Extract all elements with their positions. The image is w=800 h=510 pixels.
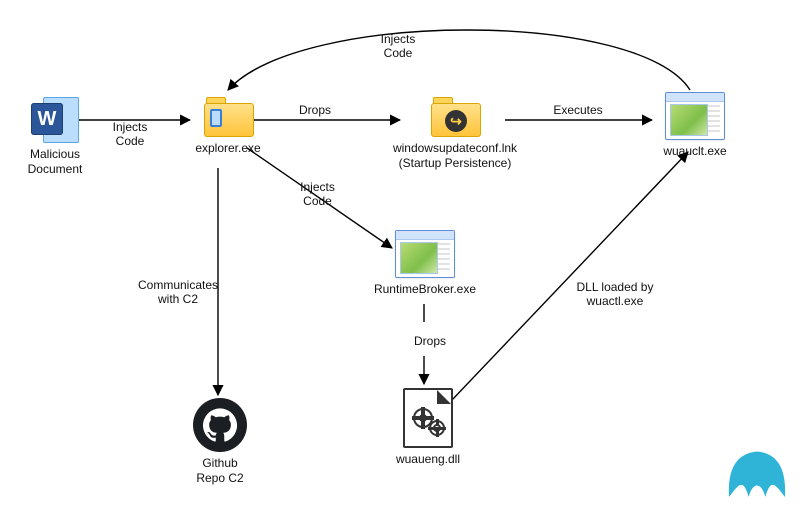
edge-label-explorer-lnk: Drops <box>290 103 340 117</box>
edge-wuauclt-explorer <box>228 30 690 90</box>
process-window-icon <box>665 92 725 140</box>
label-runtimebroker: RuntimeBroker.exe <box>365 282 485 297</box>
label-malicious-document: MaliciousDocument <box>20 147 90 177</box>
node-wuauclt: wuauclt.exe <box>655 92 735 159</box>
folder-icon <box>204 97 252 137</box>
node-runtimebroker: RuntimeBroker.exe <box>365 230 485 297</box>
node-dll: wuaueng.dll <box>393 388 463 467</box>
edge-label-runtime-dll: Drops <box>405 334 455 348</box>
lnk-folder-icon: ↪ <box>431 97 479 137</box>
label-explorer: explorer.exe <box>193 141 263 156</box>
edge-label-dll-wuauclt: DLL loaded bywuactl.exe <box>560 280 670 309</box>
github-icon <box>193 398 247 452</box>
edge-label-explorer-runtime: InjectsCode <box>290 180 345 209</box>
word-icon: W <box>31 95 79 143</box>
label-lnk: windowsupdateconf.lnk(Startup Persistenc… <box>380 141 530 171</box>
diagram-stage: W MaliciousDocument explorer.exe ↪ windo… <box>0 0 800 510</box>
node-lnk: ↪ windowsupdateconf.lnk(Startup Persiste… <box>380 97 530 171</box>
dll-document-icon <box>403 388 453 448</box>
process-window-icon-2 <box>395 230 455 278</box>
node-github: GithubRepo C2 <box>185 398 255 486</box>
malwarebytes-logo-icon <box>722 448 792 504</box>
edge-label-wuauclt-explorer: InjectsCode <box>368 32 428 61</box>
label-wuauclt: wuauclt.exe <box>655 144 735 159</box>
label-github: GithubRepo C2 <box>185 456 255 486</box>
node-explorer: explorer.exe <box>193 97 263 156</box>
shortcut-arrow-icon: ↪ <box>445 110 467 132</box>
edge-label-word-explorer: InjectsCode <box>100 120 160 149</box>
node-malicious-document: W MaliciousDocument <box>20 95 90 177</box>
edge-label-lnk-wuauclt: Executes <box>548 103 608 117</box>
label-dll: wuaueng.dll <box>393 452 463 467</box>
edge-label-explorer-github: Communicateswith C2 <box>128 278 228 307</box>
edge-dll-wuauclt <box>452 152 688 400</box>
